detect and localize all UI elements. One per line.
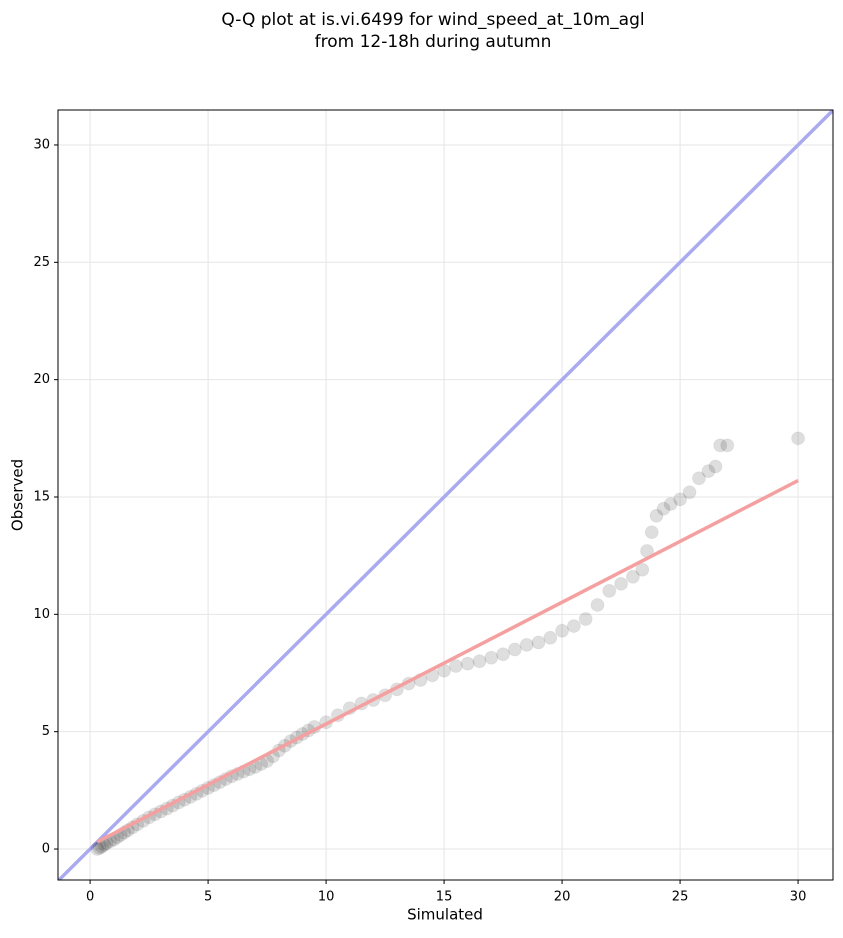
point — [90, 842, 105, 857]
point — [472, 654, 487, 669]
point — [691, 471, 706, 486]
y-tick-label: 20 — [33, 372, 50, 387]
point — [496, 647, 511, 662]
point — [682, 485, 697, 500]
x-tick-label: 30 — [790, 890, 807, 905]
point — [791, 431, 806, 446]
point — [566, 619, 581, 634]
line — [58, 110, 833, 880]
y-tick-label: 25 — [33, 255, 50, 270]
chart-title: from 12-18h during autumn — [315, 32, 552, 52]
point — [644, 525, 659, 540]
point — [507, 642, 522, 657]
point — [531, 635, 546, 650]
point — [484, 650, 499, 665]
plot-frame — [57, 109, 834, 881]
point — [713, 438, 728, 453]
x-tick-label: 0 — [86, 890, 94, 905]
y-tick-label: 30 — [33, 137, 50, 152]
point — [673, 492, 688, 507]
point — [602, 583, 617, 598]
point — [460, 656, 475, 671]
point — [625, 569, 640, 584]
y-axis-label: Observed — [9, 459, 27, 531]
y-tick-label: 10 — [33, 607, 50, 622]
x-tick-label: 10 — [318, 890, 335, 905]
x-tick-label: 25 — [672, 890, 689, 905]
point — [555, 623, 570, 638]
point — [614, 576, 629, 591]
y-tick-label: 15 — [33, 489, 50, 504]
plot-area — [58, 110, 833, 880]
point — [701, 464, 716, 479]
point — [635, 562, 650, 577]
chart-title: Q-Q plot at is.vi.6499 for wind_speed_at… — [221, 10, 644, 30]
point — [448, 658, 463, 673]
x-axis-label: Simulated — [407, 906, 483, 924]
point — [663, 497, 678, 512]
point — [519, 637, 534, 652]
y-tick-label: 0 — [42, 842, 50, 857]
y-tick-label: 5 — [42, 724, 50, 739]
point — [578, 612, 593, 627]
point — [720, 438, 735, 453]
point — [543, 630, 558, 645]
point — [656, 501, 671, 516]
x-tick-label: 5 — [204, 890, 212, 905]
point — [649, 508, 664, 523]
x-tick-label: 15 — [436, 890, 453, 905]
line — [96, 479, 799, 844]
point — [590, 597, 605, 612]
point — [708, 459, 723, 474]
x-tick-label: 20 — [554, 890, 571, 905]
